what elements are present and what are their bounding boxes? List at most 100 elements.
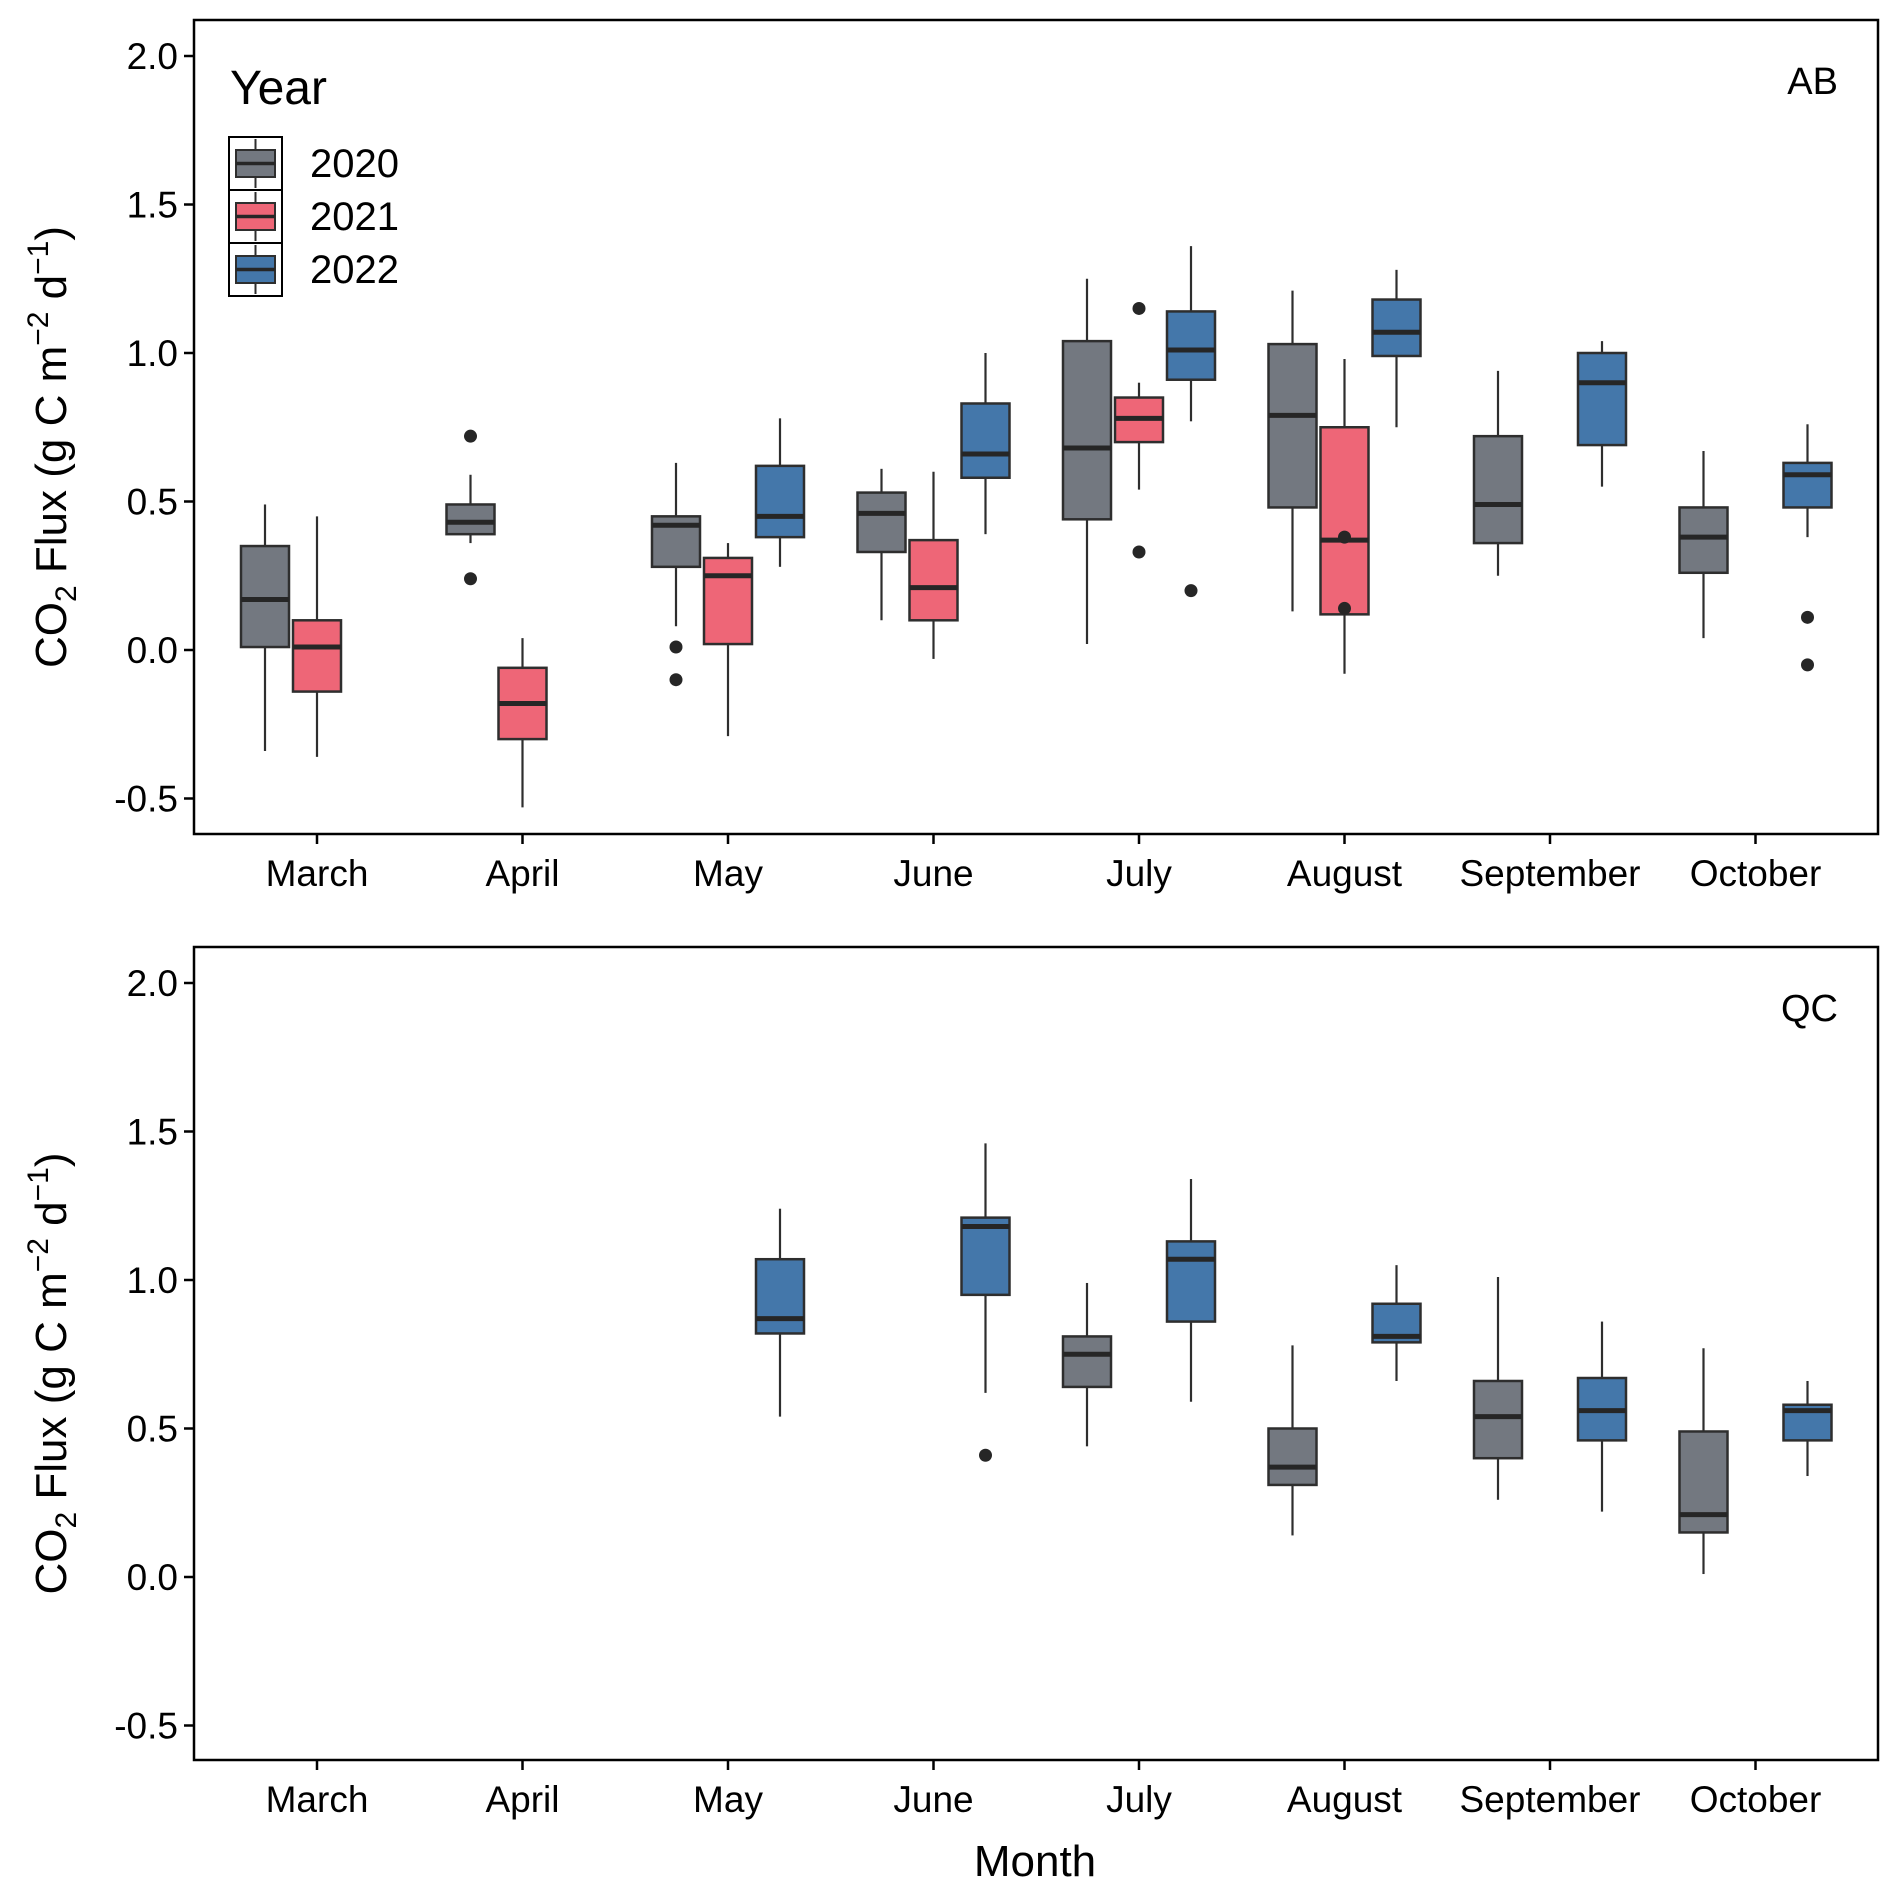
- box-september-2020: [1472, 1277, 1524, 1500]
- box-may-2022: [754, 418, 806, 567]
- box-october-2022: [1782, 1380, 1833, 1477]
- y-axis-title-part: −2: [22, 312, 55, 346]
- panel-qc: QC -0.5 0.0 0.5 1.0 1.5 2.0 March April May June Ju…: [22, 945, 1880, 1820]
- y-tick-label: 2.0: [127, 963, 178, 1004]
- box-september-2022: [1576, 1321, 1628, 1512]
- y-axis-title: CO2 Flux (g C m−2 d−1): [22, 226, 83, 668]
- panel-label: QC: [1781, 988, 1838, 1030]
- x-axis-title: Month: [974, 1837, 1096, 1886]
- outlier-point: [1801, 658, 1814, 672]
- y-axis-title-part: CO: [27, 1529, 76, 1595]
- outlier-point: [1338, 530, 1351, 544]
- box-iqr: [1061, 339, 1113, 521]
- y-tick-label: -0.5: [114, 779, 178, 820]
- outlier-point: [464, 572, 477, 586]
- box-iqr: [1319, 426, 1370, 616]
- legend-item-2022: 2022: [228, 242, 399, 297]
- outlier-point: [669, 673, 683, 687]
- x-tick-label: August: [1287, 853, 1403, 894]
- box-october-2022: [1782, 424, 1833, 672]
- box-may-2022: [754, 1208, 806, 1417]
- x-tick-label: August: [1287, 1779, 1403, 1820]
- box-august-2022: [1371, 269, 1422, 428]
- y-tick-label: 0.0: [127, 630, 178, 671]
- y-axis-title-part: −1: [22, 1167, 55, 1201]
- panel-ab: AB -0.5 0.0 0.5 1.0 1.5 2.0 March April May June Ju…: [22, 18, 1880, 894]
- legend-label: 2021: [310, 195, 399, 239]
- y-axis-title-part: −2: [22, 1238, 55, 1272]
- y-tick-label: 1.0: [127, 1260, 178, 1301]
- box-may-2020: [650, 462, 702, 687]
- x-tick-label: March: [266, 853, 369, 894]
- y-axis-title: CO2 Flux (g C m−2 d−1): [22, 1152, 83, 1594]
- box-august-2021: [1319, 358, 1370, 674]
- box-iqr: [291, 619, 343, 693]
- panel-label: AB: [1787, 61, 1838, 103]
- box-iqr: [702, 556, 754, 646]
- x-tick-label: September: [1460, 1779, 1641, 1820]
- panels-layer: AB -0.5 0.0 0.5 1.0 1.5 2.0 March April May June Ju…: [22, 18, 1880, 1820]
- x-tick-label: October: [1690, 853, 1822, 894]
- box-iqr: [1267, 342, 1318, 509]
- box-iqr: [239, 544, 291, 649]
- box-iqr: [1165, 1240, 1217, 1323]
- x-tick-label: September: [1460, 853, 1641, 894]
- box-iqr: [754, 1257, 806, 1335]
- outlier-point: [1184, 584, 1198, 598]
- box-iqr: [908, 538, 959, 622]
- plot-frame: [192, 945, 1880, 1762]
- box-iqr: [1678, 1430, 1729, 1534]
- y-axis-title-part: ): [27, 226, 76, 241]
- x-tick-label: June: [893, 853, 973, 894]
- box-iqr: [754, 464, 806, 539]
- x-tick-label: July: [1106, 853, 1172, 894]
- y-axis-title-part: 2: [50, 585, 83, 602]
- y-tick-label: 0.5: [127, 482, 178, 523]
- y-axis-title-part: 2: [50, 1512, 83, 1529]
- y-axis-title-part: ): [27, 1152, 76, 1167]
- box-october-2020: [1678, 451, 1729, 639]
- x-tick-label: March: [266, 1779, 369, 1820]
- y-tick-label: -0.5: [114, 1706, 178, 1747]
- outlier-point: [1132, 545, 1146, 559]
- box-iqr: [1165, 310, 1217, 381]
- legend-label: 2022: [310, 248, 399, 292]
- outlier-point: [669, 640, 683, 654]
- box-march-2020: [239, 504, 291, 751]
- plot-frame: [192, 18, 1880, 836]
- box-iqr: [960, 1216, 1011, 1297]
- box-iqr: [445, 503, 496, 536]
- legend-title: Year: [230, 62, 327, 115]
- box-september-2020: [1472, 370, 1524, 576]
- box-june-2022: [960, 353, 1011, 535]
- box-iqr: [1061, 1335, 1113, 1389]
- y-axis-title-part: −1: [22, 241, 55, 275]
- legend-item-2020: 2020: [228, 136, 399, 191]
- x-tick-label: October: [1690, 1779, 1822, 1820]
- x-tick-label: June: [893, 1779, 973, 1820]
- x-tick-label: May: [693, 1779, 763, 1820]
- y-tick-label: 1.5: [127, 1112, 178, 1153]
- box-iqr: [960, 402, 1011, 479]
- box-july-2021: [1113, 301, 1165, 559]
- y-axis-title-part: d: [27, 1201, 76, 1238]
- box-august-2022: [1371, 1265, 1422, 1381]
- x-tick-label: July: [1106, 1779, 1172, 1820]
- box-june-2020: [856, 468, 907, 621]
- y-axis-title-part: d: [27, 275, 76, 312]
- box-august-2020: [1267, 1345, 1318, 1536]
- box-may-2021: [702, 543, 754, 737]
- box-march-2021: [291, 516, 343, 757]
- outlier-point: [979, 1448, 992, 1462]
- x-tick-label: May: [693, 853, 763, 894]
- outlier-point: [1801, 610, 1814, 624]
- box-iqr: [1576, 351, 1628, 447]
- box-iqr: [1267, 1427, 1318, 1487]
- y-tick-label: 1.5: [127, 185, 178, 226]
- box-july-2022: [1165, 246, 1217, 598]
- box-april-2020: [445, 429, 496, 586]
- x-tick-label: April: [485, 853, 559, 894]
- box-iqr: [1678, 506, 1729, 575]
- y-axis-title-part: Flux (g C m: [27, 1272, 76, 1512]
